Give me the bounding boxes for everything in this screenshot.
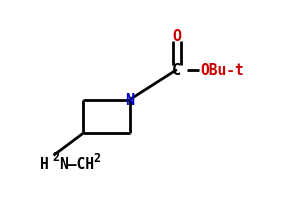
Text: 2: 2	[52, 151, 59, 164]
Text: N: N	[125, 93, 135, 107]
Text: O: O	[172, 29, 181, 44]
Text: 2: 2	[93, 152, 100, 165]
Text: C: C	[172, 63, 181, 78]
Text: N—CH: N—CH	[59, 156, 94, 171]
Text: H: H	[40, 156, 49, 171]
Text: OBu-t: OBu-t	[200, 63, 244, 78]
